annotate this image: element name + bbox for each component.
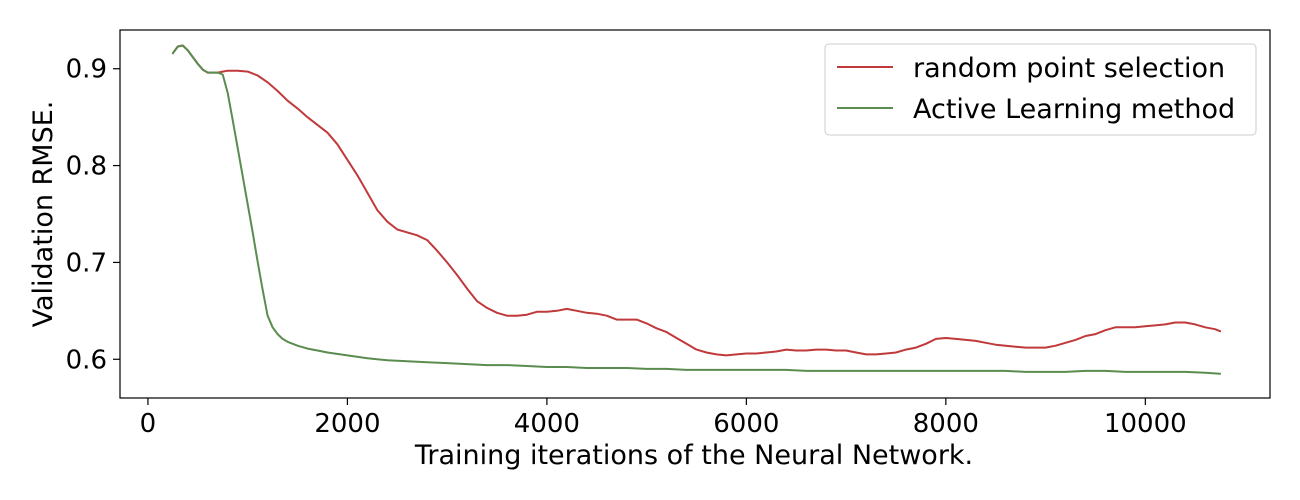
series-line-active-learning-method xyxy=(171,44,1222,375)
y-axis-label: Validation RMSE. xyxy=(28,101,59,328)
legend-label-active-learning-method: Active Learning method xyxy=(913,94,1235,125)
series-line-random-point-selection xyxy=(171,44,1222,357)
plot-frame xyxy=(119,29,1271,399)
x-axis-ticks: 0 2000 4000 6000 8000 10000 xyxy=(140,398,1187,439)
x-tick-label: 8000 xyxy=(913,409,979,439)
y-tick-label: 0.6 xyxy=(66,345,107,375)
series-layer xyxy=(171,44,1222,375)
x-tick-label: 10000 xyxy=(1104,409,1187,439)
x-tick-label: 2000 xyxy=(314,409,380,439)
y-tick-label: 0.7 xyxy=(66,248,107,278)
y-tick-label: 0.8 xyxy=(66,152,107,182)
y-axis-ticks: 0.6 0.7 0.8 0.9 xyxy=(66,55,120,375)
x-tick-label: 4000 xyxy=(514,409,580,439)
legend-label-random-point-selection: random point selection xyxy=(913,53,1225,84)
y-tick-label: 0.9 xyxy=(66,55,107,85)
legend: random point selection Active Learning m… xyxy=(824,43,1257,136)
x-tick-label: 0 xyxy=(140,409,157,439)
x-tick-label: 6000 xyxy=(713,409,779,439)
x-axis-label: Training iterations of the Neural Networ… xyxy=(414,440,973,471)
legend-box xyxy=(824,43,1257,136)
